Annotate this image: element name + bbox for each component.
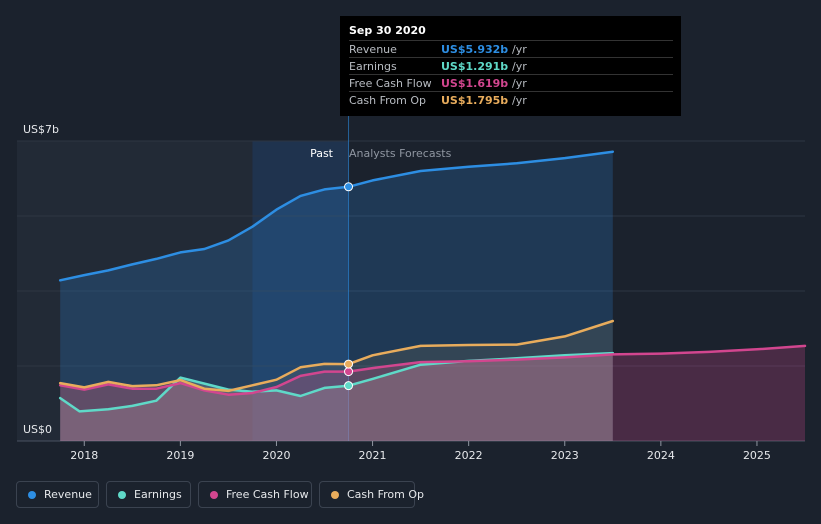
tooltip-row: Revenue US$5.932b /yr [349,40,673,58]
point-earnings [344,381,354,391]
tooltip-row-unit: /yr [512,94,527,107]
legend-dot-icon [118,491,126,499]
legend-item-earnings[interactable]: Earnings [106,481,191,508]
x-tick-label: 2023 [551,449,579,462]
legend-label: Cash From Op [347,488,425,501]
point-free-cash-flow [344,367,354,377]
x-tick-label: 2024 [647,449,675,462]
tooltip-row-value: US$1.291b /yr [441,60,527,73]
x-tick-label: 2025 [743,449,771,462]
tooltip-row-unit: /yr [512,43,527,56]
tooltip-row-value: US$1.795b /yr [441,94,527,107]
x-tick-label: 2021 [359,449,387,462]
tooltip-row-unit: /yr [512,60,527,73]
line-revenue [58,150,615,282]
area-earnings [60,353,613,441]
forecast-label: Analysts Forecasts [349,147,452,160]
legend-label: Revenue [44,488,92,501]
tooltip-row-label: Earnings [349,60,397,73]
x-tick-label: 2020 [262,449,290,462]
tooltip-row: Earnings US$1.291b /yr [349,57,673,75]
area-free-cash-flow [60,345,805,441]
line-free-cash-flow [58,344,807,396]
point-cash-from-op [344,359,354,369]
legend-dot-icon [210,491,218,499]
legend-dot-icon [331,491,339,499]
x-tick-label: 2022 [455,449,483,462]
legend-label: Free Cash Flow [226,488,309,501]
area-revenue [60,151,613,441]
tooltip-row: Cash From Op US$1.795b /yr [349,91,673,109]
legend-dot-icon [28,491,36,499]
line-cash-from-op [58,319,615,393]
legend-item-cash-from-op[interactable]: Cash From Op [319,481,424,508]
x-tick-label: 2018 [70,449,98,462]
tooltip-row-value: US$1.619b /yr [441,77,527,90]
point-revenue [344,182,354,192]
legend-item-free-cash-flow[interactable]: Free Cash Flow [198,481,312,508]
legend-item-revenue[interactable]: Revenue [16,481,99,508]
tooltip: Sep 30 2020 Revenue US$5.932b /yr Earnings… [340,16,681,116]
tooltip-date: Sep 30 2020 [349,24,426,37]
past-label: Past [310,147,334,160]
tooltip-row: Free Cash Flow US$1.619b /yr [349,74,673,92]
tooltip-row-value: US$5.932b /yr [441,43,527,56]
legend-label: Earnings [134,488,182,501]
tooltip-row-label: Free Cash Flow [349,77,432,90]
tooltip-row-unit: /yr [512,77,527,90]
tooltip-row-label: Cash From Op [349,94,427,107]
y-axis-top-label: US$7b [23,123,59,136]
x-tick-label: 2019 [166,449,194,462]
area-cash-from-op [60,321,613,441]
y-axis-bottom-label: US$0 [23,423,52,436]
tooltip-row-label: Revenue [349,43,397,56]
